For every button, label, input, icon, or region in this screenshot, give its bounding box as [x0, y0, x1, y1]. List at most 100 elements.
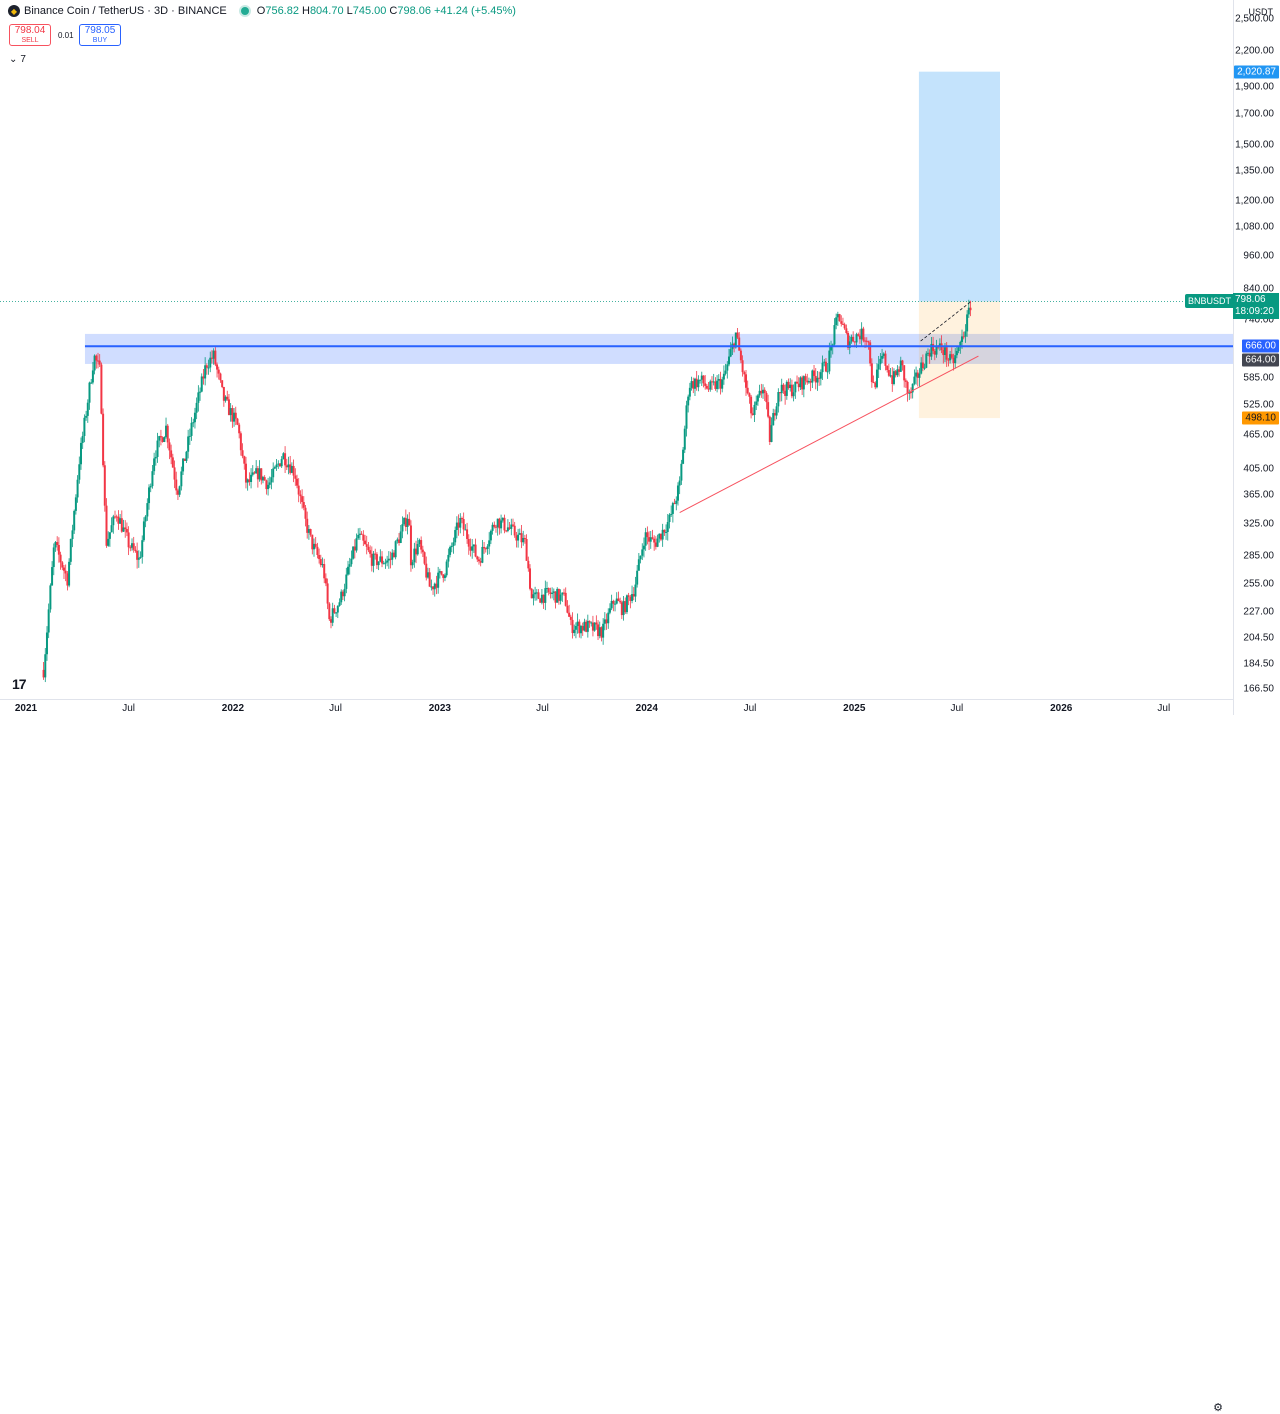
candle-body: [920, 362, 923, 374]
candle-body: [447, 554, 450, 562]
candle-body: [841, 323, 844, 325]
candle-body: [721, 379, 724, 389]
candle-body: [799, 377, 802, 388]
price-chart[interactable]: [0, 0, 1233, 699]
candle-body: [608, 608, 611, 613]
candle-body: [500, 520, 503, 529]
candle-body: [710, 381, 713, 383]
candle-body: [466, 529, 469, 539]
candle-body: [704, 383, 707, 386]
candle-body: [195, 402, 198, 413]
candle-body: [280, 459, 283, 467]
candle-body: [255, 468, 258, 474]
price-tick-label: 525.00: [1243, 399, 1274, 411]
candle-body: [244, 463, 247, 483]
buy-button[interactable]: 798.05 BUY: [79, 24, 121, 46]
candle-body: [358, 533, 361, 535]
currency-label[interactable]: USDT: [1248, 7, 1274, 17]
candle-body: [112, 516, 115, 526]
candle-body: [709, 381, 712, 390]
indicators-toggle[interactable]: ⌄ 7: [9, 54, 26, 65]
candle-body: [246, 479, 249, 483]
candle-body: [166, 425, 169, 443]
candle-body: [258, 468, 261, 480]
candle-body: [802, 376, 805, 390]
candle-body: [416, 544, 419, 555]
candle-body: [330, 619, 333, 623]
candle-body: [748, 393, 751, 397]
candle-body: [513, 525, 516, 536]
candle-body: [814, 375, 817, 383]
candle-body: [901, 360, 904, 366]
candle-body: [663, 529, 666, 533]
candle-body: [549, 592, 552, 594]
time-tick-label: 2026: [1050, 703, 1073, 714]
candle-body: [603, 619, 606, 624]
chart-canvas[interactable]: ◆ Binance Coin / TetherUS · 3D · BINANCE…: [0, 0, 1235, 699]
sell-button[interactable]: 798.04 SELL: [9, 24, 51, 46]
time-tick-label: 2023: [428, 703, 451, 714]
tradingview-logo-icon[interactable]: 17: [12, 676, 27, 692]
open-label: O: [256, 5, 266, 17]
level-price-tag: 666.00: [1242, 339, 1279, 353]
candle-body: [836, 314, 839, 318]
candle-body: [881, 355, 884, 359]
candle-body: [331, 608, 334, 623]
candle-body: [474, 544, 477, 557]
candle-body: [120, 518, 123, 532]
candle-body: [47, 609, 50, 633]
candle-body: [661, 529, 664, 540]
settings-icon[interactable]: ⚙: [1213, 1402, 1223, 1414]
candle-body: [381, 556, 384, 564]
candle-body: [557, 588, 560, 601]
candle-body: [595, 622, 598, 625]
candle-body: [935, 346, 938, 355]
candle-body: [574, 625, 577, 630]
candle-body: [870, 363, 873, 383]
candle-body: [51, 567, 54, 586]
candle-body: [819, 372, 822, 379]
candle-body: [620, 602, 623, 616]
candle-body: [591, 622, 594, 631]
candle-body: [484, 548, 487, 550]
candle-body: [489, 530, 492, 541]
symbol-price-tag: BNBUSDT: [1185, 294, 1235, 309]
candle-body: [954, 355, 957, 364]
candle-body: [911, 383, 914, 393]
candle-body: [648, 537, 651, 542]
candle-body: [391, 552, 394, 560]
candle-body: [420, 540, 423, 550]
candle-body: [785, 381, 788, 396]
symbol-title[interactable]: Binance Coin / TetherUS · 3D · BINANCE: [24, 5, 227, 17]
candle-body: [551, 592, 554, 594]
candle-body: [432, 586, 435, 590]
candle-body: [168, 442, 171, 451]
projection-line: [920, 301, 972, 342]
candle-body: [845, 328, 848, 333]
candle-body: [756, 395, 759, 402]
candle-body: [428, 572, 431, 587]
candle-body: [91, 370, 94, 383]
candle-body: [392, 552, 395, 558]
candle-body: [632, 594, 635, 597]
candle-body: [102, 413, 105, 466]
price-tick-label: 465.00: [1243, 429, 1274, 441]
candle-body: [690, 381, 693, 388]
price-tick-label: 285.00: [1243, 550, 1274, 562]
candle-body: [399, 531, 402, 543]
candle-body: [437, 572, 440, 588]
time-tick-label: 2022: [221, 703, 245, 714]
candle-body: [379, 556, 382, 562]
candle-body: [811, 370, 814, 383]
price-axis[interactable]: USDT 2,500.00 2,200.00 1,900.00 1,700.00 1,5…: [1233, 0, 1280, 715]
time-axis[interactable]: 2021 Jul 2022 Jul 2023 Jul 2024 Jul 2025 Jul 2026 J…: [0, 699, 1233, 1414]
candle-body: [319, 559, 322, 566]
candle-body: [421, 549, 424, 553]
candle-body: [930, 343, 933, 357]
spread-value: 0.01: [58, 31, 74, 40]
candle-body: [537, 592, 540, 599]
candle-body: [831, 344, 834, 346]
candle-body: [952, 357, 955, 364]
target-zone: [918, 71, 1000, 302]
candle-body: [263, 477, 266, 481]
